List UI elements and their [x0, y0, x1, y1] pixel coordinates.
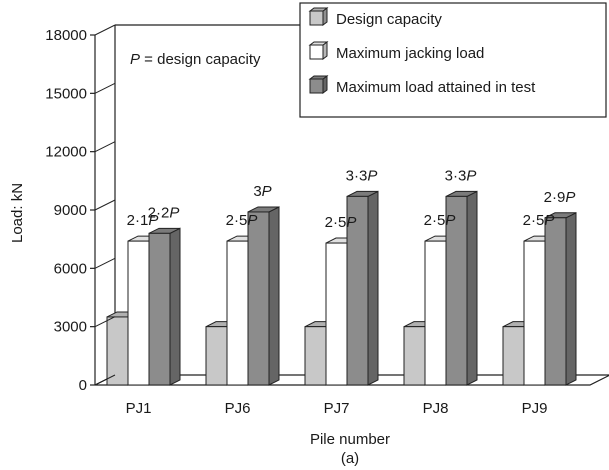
x-tick-label: PJ6: [225, 400, 251, 417]
data-label: 2·2P: [148, 204, 180, 221]
annotation-p-definition: P = design capacity: [130, 51, 261, 68]
bar-maximum-load-attained-in-test-pj8: [445, 190, 478, 386]
figure-caption: (a): [341, 450, 359, 467]
data-label: 3·3P: [445, 167, 477, 184]
data-label: 2·9P: [544, 189, 576, 206]
legend-label: Design capacity: [336, 11, 442, 28]
bar-maximum-load-attained-in-test-pj9: [544, 211, 577, 386]
legend-label: Maximum load attained in test: [336, 79, 536, 96]
bar-maximum-load-attained-in-test-pj6: [247, 206, 280, 386]
x-tick-label: PJ8: [423, 400, 449, 417]
y-tick-depth: [94, 374, 116, 386]
x-tick-label: PJ7: [324, 400, 350, 417]
y-tick-label: 3000: [54, 319, 87, 336]
x-tick-label: PJ9: [522, 400, 548, 417]
y-tick-label: 0: [79, 377, 87, 394]
data-label: 2·5P: [226, 212, 258, 229]
bar-maximum-load-attained-in-test-pj7: [346, 190, 379, 386]
legend-label: Maximum jacking load: [336, 45, 484, 62]
bars-layer: [106, 190, 577, 386]
y-tick-depth: [94, 24, 116, 36]
data-label: 2·1P: [127, 212, 159, 229]
y-tick-label: 15000: [45, 85, 87, 102]
y-tick-label: 18000: [45, 27, 87, 44]
data-labels-layer: 2·1P2·2P 2·5P 3P 2·5P 3·3P 2·5P 3·3P 2·5P 2·9P: [127, 167, 576, 231]
legend: Design capacity Maximum jacking load Maxim…: [299, 2, 607, 118]
data-label: 3P: [253, 183, 271, 200]
legend-box: [299, 2, 607, 118]
y-tick-depth: [94, 141, 116, 153]
data-label: 2·5P: [523, 212, 555, 229]
legend-swatch: [308, 41, 329, 60]
y-tick-depth: [94, 257, 116, 269]
y-tick-depth: [94, 82, 116, 94]
y-tick-depth: [94, 199, 116, 211]
bar-maximum-load-attained-in-test-pj1: [148, 227, 181, 386]
legend-swatch: [308, 75, 329, 94]
y-tick-depth: [94, 316, 116, 328]
y-tick-label: 6000: [54, 260, 87, 277]
y-tick-label: 12000: [45, 144, 87, 161]
axis-layer: 0 3000 6000 9000 12000 15000 18000 PJ1 PJ6 PJ7 PJ8…: [45, 24, 548, 417]
data-label: 2·5P: [325, 214, 357, 231]
data-label: 3·3P: [346, 167, 378, 184]
x-tick-label: PJ1: [126, 400, 152, 417]
legend-swatch: [308, 7, 329, 26]
x-axis-title: Pile number: [310, 431, 390, 448]
y-tick-label: 9000: [54, 202, 87, 219]
y-axis-title: Load: kN: [9, 183, 26, 243]
data-label: 2·5P: [424, 212, 456, 229]
